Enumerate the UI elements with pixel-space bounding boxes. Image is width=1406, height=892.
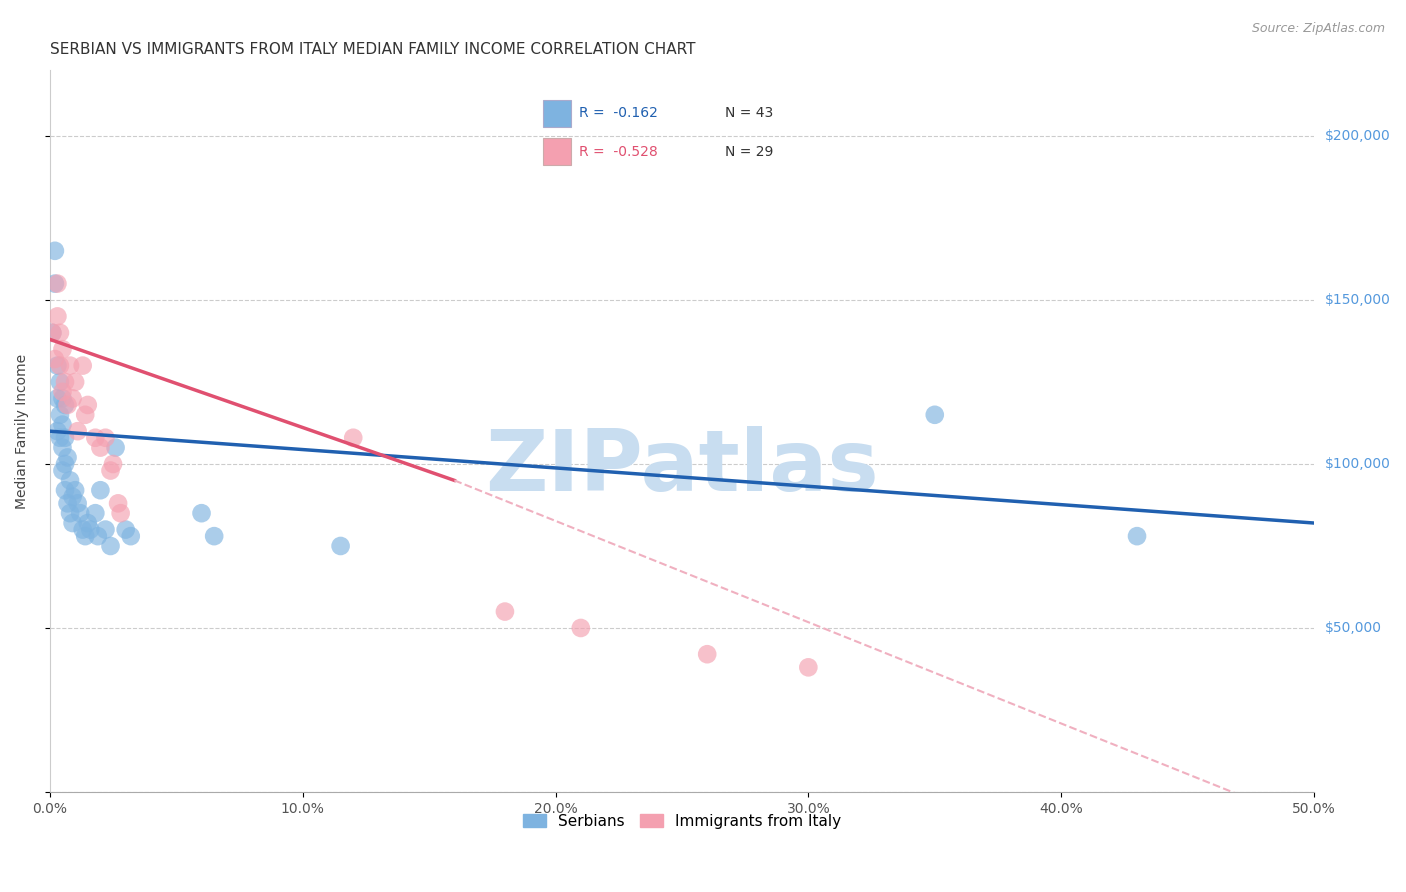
- Text: R =  -0.162: R = -0.162: [579, 106, 658, 120]
- Point: [114, 523, 136, 537]
- Point: [46, 424, 69, 438]
- Point: [104, 441, 127, 455]
- Point: [49, 408, 72, 422]
- Point: [100, 464, 122, 478]
- Point: [94, 431, 117, 445]
- Point: [49, 431, 72, 445]
- Point: [53, 375, 76, 389]
- Point: [44, 352, 66, 367]
- Point: [51, 441, 73, 455]
- Point: [49, 375, 72, 389]
- Point: [62, 392, 84, 406]
- Text: $200,000: $200,000: [1324, 129, 1391, 143]
- Point: [62, 516, 84, 530]
- Point: [59, 474, 82, 488]
- Point: [1126, 529, 1149, 543]
- Text: $100,000: $100,000: [1324, 457, 1391, 471]
- Point: [84, 506, 107, 520]
- Text: N = 29: N = 29: [725, 145, 773, 159]
- Point: [46, 310, 69, 324]
- Point: [63, 375, 86, 389]
- Legend: Serbians, Immigrants from Italy: Serbians, Immigrants from Italy: [516, 807, 848, 835]
- Point: [49, 359, 72, 373]
- Point: [75, 529, 97, 543]
- Point: [63, 483, 86, 498]
- Point: [100, 539, 122, 553]
- Point: [190, 506, 212, 520]
- Point: [46, 392, 69, 406]
- Bar: [543, 138, 571, 165]
- Point: [62, 490, 84, 504]
- Point: [72, 523, 94, 537]
- Point: [66, 424, 89, 438]
- Point: [329, 539, 352, 553]
- Point: [51, 417, 73, 432]
- Point: [76, 516, 98, 530]
- Point: [51, 384, 73, 399]
- Point: [110, 506, 132, 520]
- Text: SERBIAN VS IMMIGRANTS FROM ITALY MEDIAN FAMILY INCOME CORRELATION CHART: SERBIAN VS IMMIGRANTS FROM ITALY MEDIAN …: [49, 42, 696, 57]
- Point: [59, 506, 82, 520]
- Text: R =  -0.528: R = -0.528: [579, 145, 658, 159]
- Point: [56, 450, 79, 465]
- Point: [53, 398, 76, 412]
- Point: [56, 398, 79, 412]
- Point: [51, 464, 73, 478]
- Point: [569, 621, 592, 635]
- Point: [342, 431, 364, 445]
- Point: [107, 496, 129, 510]
- Text: ZIPatlas: ZIPatlas: [485, 425, 879, 508]
- Point: [69, 506, 91, 520]
- Point: [76, 398, 98, 412]
- Point: [51, 392, 73, 406]
- Point: [44, 277, 66, 291]
- Point: [72, 359, 94, 373]
- Point: [924, 408, 946, 422]
- Point: [202, 529, 225, 543]
- Point: [53, 431, 76, 445]
- Point: [84, 431, 107, 445]
- Point: [94, 523, 117, 537]
- Point: [89, 483, 111, 498]
- Point: [53, 457, 76, 471]
- Point: [46, 359, 69, 373]
- Point: [44, 244, 66, 258]
- Y-axis label: Median Family Income: Median Family Income: [15, 353, 30, 508]
- Point: [41, 326, 63, 340]
- Point: [494, 605, 516, 619]
- Point: [46, 277, 69, 291]
- Point: [75, 408, 97, 422]
- Point: [41, 326, 63, 340]
- Bar: [543, 100, 571, 127]
- Point: [89, 441, 111, 455]
- Text: N = 43: N = 43: [725, 106, 773, 120]
- Point: [66, 496, 89, 510]
- Point: [53, 483, 76, 498]
- Point: [120, 529, 142, 543]
- Text: Source: ZipAtlas.com: Source: ZipAtlas.com: [1251, 22, 1385, 36]
- Point: [101, 457, 124, 471]
- Point: [51, 342, 73, 356]
- Point: [87, 529, 110, 543]
- Text: $150,000: $150,000: [1324, 293, 1391, 307]
- Point: [79, 523, 101, 537]
- Point: [59, 359, 82, 373]
- Point: [797, 660, 820, 674]
- Text: $50,000: $50,000: [1324, 621, 1382, 635]
- Point: [696, 647, 718, 661]
- Point: [56, 496, 79, 510]
- Point: [49, 326, 72, 340]
